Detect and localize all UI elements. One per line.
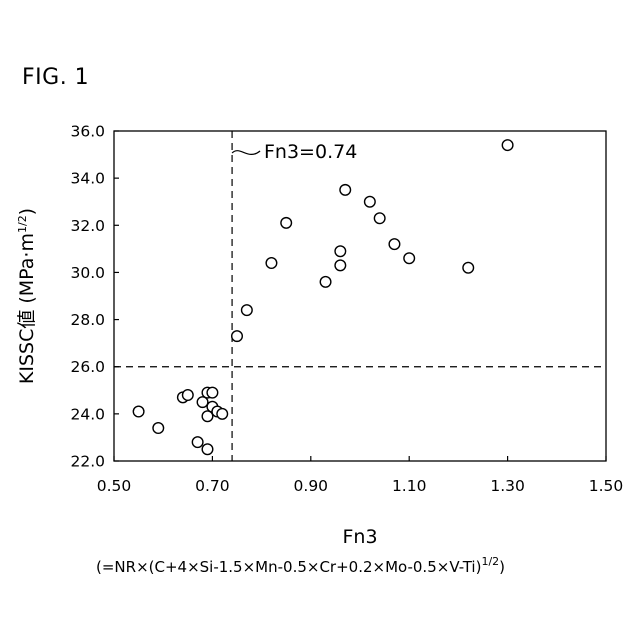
vertical-line-label: Fn3=0.74	[264, 141, 357, 163]
x-tick-label: 0.70	[195, 477, 230, 495]
data-point	[365, 196, 376, 207]
x-axis-formula-exponent: 1/2	[481, 555, 499, 568]
data-point	[133, 406, 144, 417]
y-axis-ticks: 22.0 24.0 26.0 28.0 30.0 32.0 34.0 36.0	[70, 123, 119, 471]
data-points	[133, 140, 513, 455]
y-axis-label-main: KISSC値 (MPa·m	[16, 233, 38, 384]
y-tick-label: 32.0	[70, 217, 105, 235]
data-point	[202, 444, 213, 455]
data-point	[192, 437, 203, 448]
y-tick-label: 36.0	[70, 123, 105, 141]
x-tick-label: 0.90	[294, 477, 329, 495]
data-point	[153, 423, 164, 434]
y-tick-label: 34.0	[70, 170, 105, 188]
y-tick-label: 22.0	[70, 453, 105, 471]
y-tick-label: 30.0	[70, 264, 105, 282]
data-point	[232, 331, 243, 342]
x-axis-label: Fn3	[342, 526, 377, 548]
figure-label: FIG. 1	[22, 65, 89, 90]
x-axis-formula: (=NR×(C+4×Si-1.5×Mn-0.5×Cr+0.2×Mo-0.5×V-…	[96, 555, 505, 576]
data-point	[502, 140, 513, 151]
data-point	[320, 277, 331, 288]
reference-lines	[114, 131, 606, 461]
y-tick-label: 24.0	[70, 405, 105, 423]
x-axis-formula-main: (=NR×(C+4×Si-1.5×Mn-0.5×Cr+0.2×Mo-0.5×V-…	[96, 558, 481, 576]
data-point	[389, 239, 400, 250]
x-tick-label: 1.10	[392, 477, 427, 495]
data-point	[281, 218, 292, 229]
y-tick-label: 26.0	[70, 358, 105, 376]
data-point	[207, 387, 218, 398]
data-point	[463, 262, 474, 273]
data-point	[335, 260, 346, 271]
x-tick-label: 1.30	[490, 477, 525, 495]
data-point	[183, 390, 194, 401]
data-point	[217, 409, 228, 420]
data-point	[404, 253, 415, 264]
x-tick-label: 0.50	[97, 477, 132, 495]
x-axis-formula-close: )	[499, 558, 505, 576]
data-point	[266, 258, 277, 269]
y-axis-label-close: )	[16, 208, 38, 215]
x-tick-label: 1.50	[589, 477, 624, 495]
data-point	[242, 305, 253, 316]
data-point	[374, 213, 385, 224]
x-axis-ticks: 0.50 0.70 0.90 1.10 1.30 1.50	[97, 456, 624, 495]
annotation-tilde	[232, 151, 260, 155]
y-axis-label: KISSC値 (MPa·m1/2)	[16, 208, 38, 384]
plot-area-frame	[114, 131, 606, 461]
data-point	[340, 185, 351, 196]
y-tick-label: 28.0	[70, 311, 105, 329]
data-point	[335, 246, 346, 257]
y-axis-label-exponent: 1/2	[16, 215, 29, 233]
